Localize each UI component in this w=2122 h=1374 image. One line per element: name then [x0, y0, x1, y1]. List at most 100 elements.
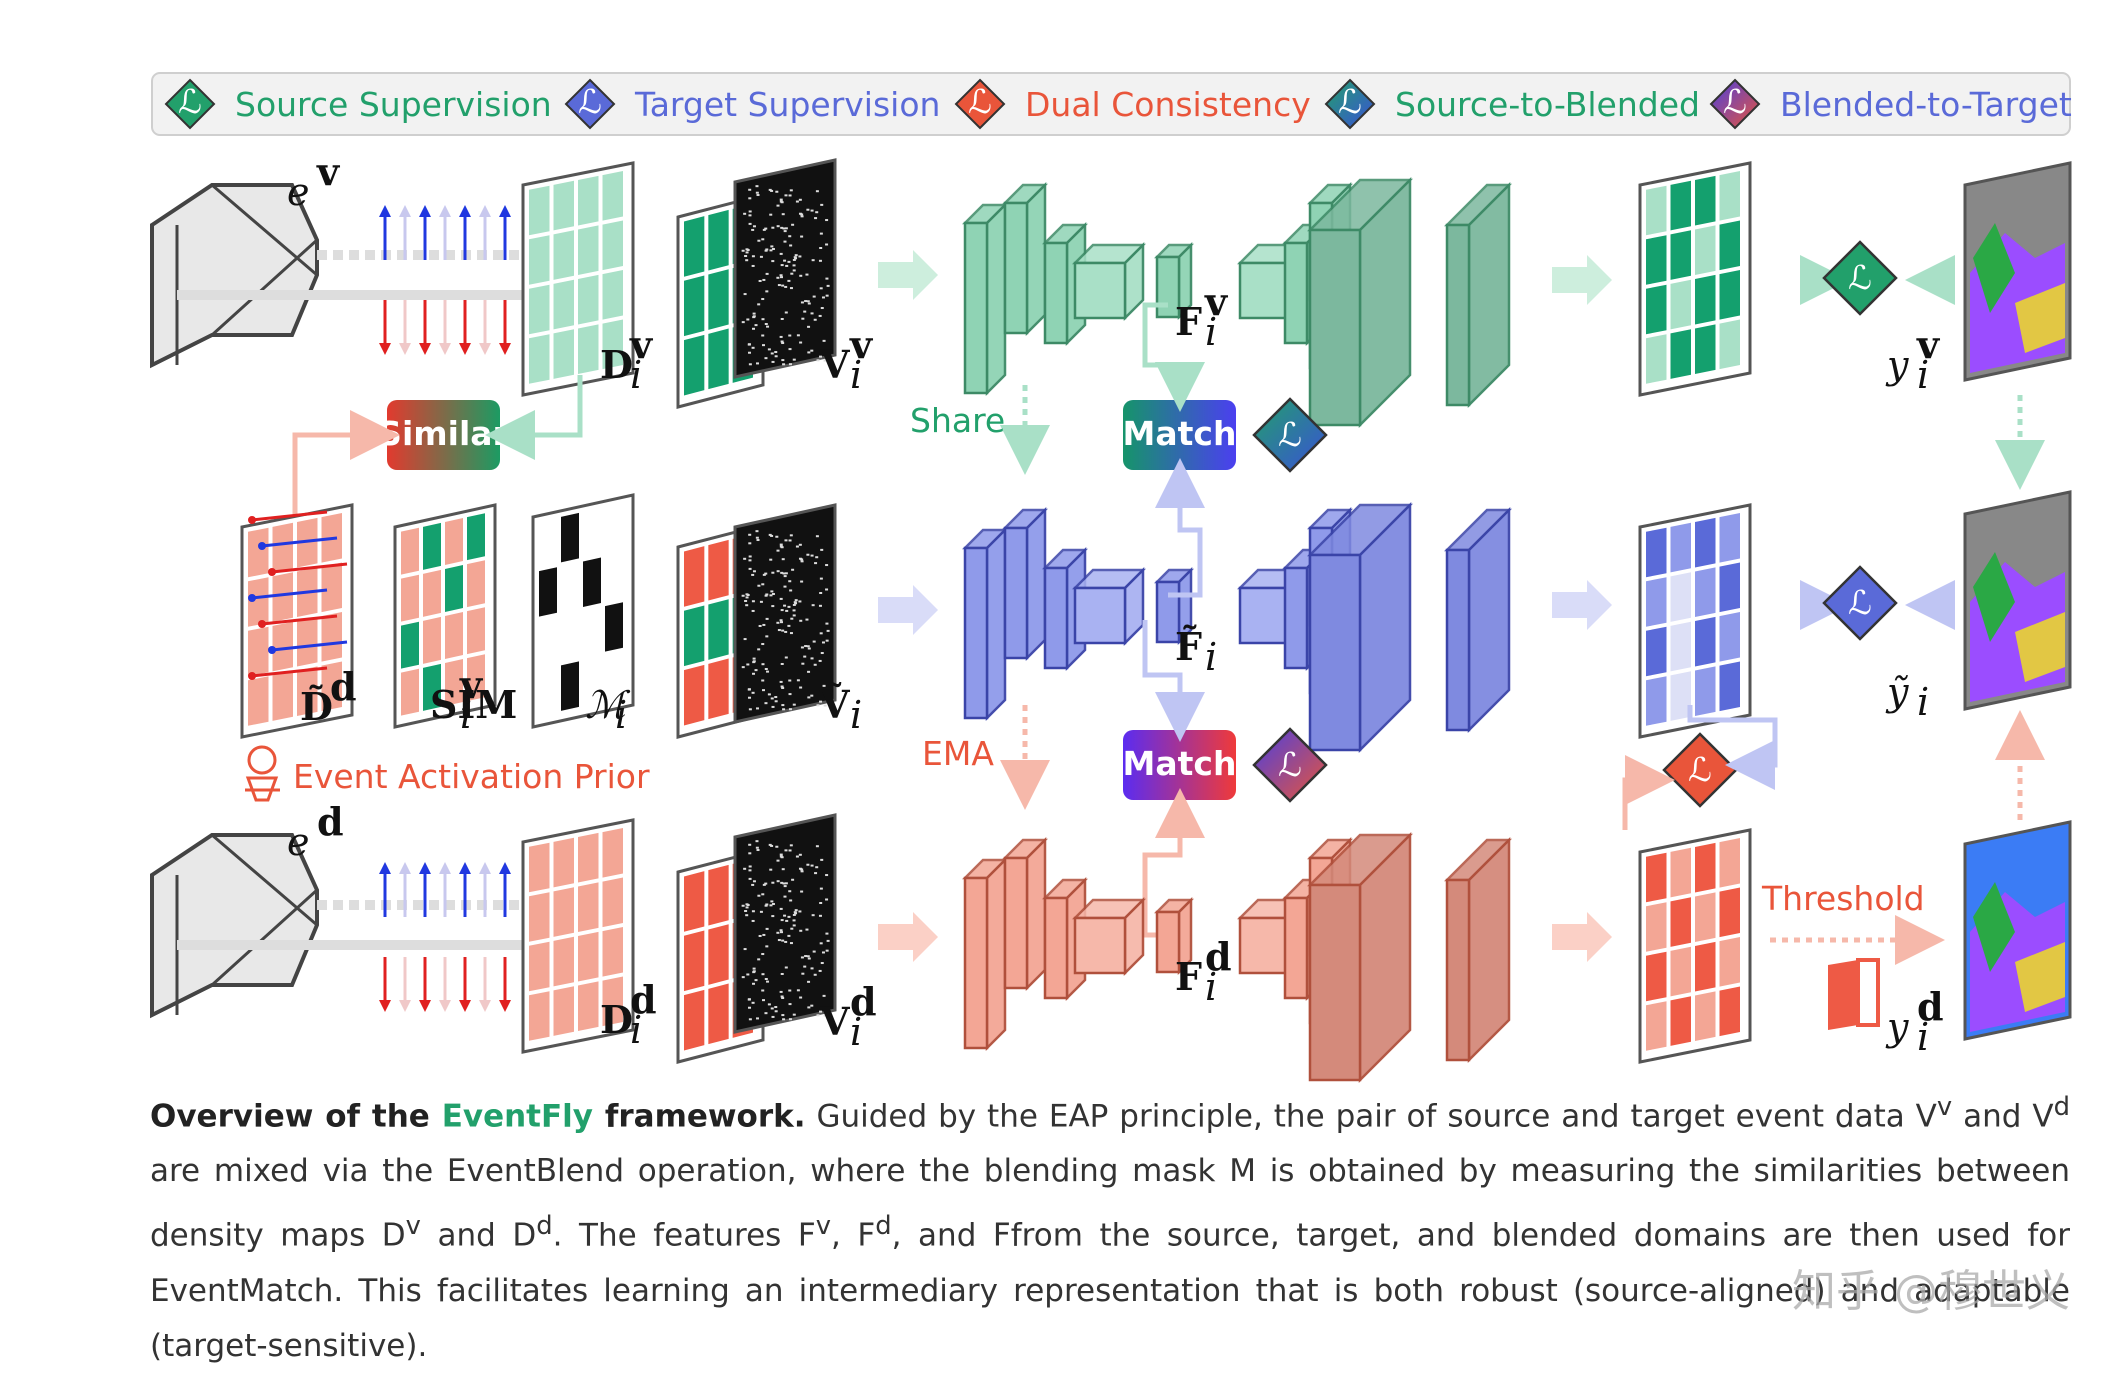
grid-cell	[467, 607, 485, 655]
event-pixel	[795, 855, 799, 858]
event-pixel	[821, 951, 825, 954]
event-pixel	[798, 198, 802, 201]
grid-cell	[272, 621, 293, 672]
prism-front	[1445, 878, 1471, 1062]
event-pixel	[764, 1012, 768, 1015]
event-pixel	[748, 214, 752, 217]
grid-cell	[529, 892, 550, 942]
event-pixel	[787, 915, 791, 918]
event-pixel	[811, 604, 815, 607]
door-frame	[1856, 958, 1880, 1027]
grid-cell	[1695, 616, 1716, 667]
target-prediction	[1638, 828, 1752, 1064]
event-pixel	[779, 619, 783, 622]
arrow-fd-to-match	[1142, 788, 1205, 938]
event-pixel	[752, 672, 756, 675]
event-pixel	[812, 640, 816, 643]
event-pixel	[748, 869, 752, 872]
event-pixel	[819, 592, 823, 595]
seg-region	[1973, 552, 2015, 642]
event-pixel	[792, 924, 796, 927]
event-pixel	[769, 558, 773, 561]
event-pixel	[796, 334, 800, 337]
event-pixel	[784, 940, 788, 943]
label-dv: Dvi	[600, 322, 654, 397]
event-pixel	[790, 927, 794, 930]
event-pixel	[784, 630, 788, 633]
grid-cell	[1670, 522, 1691, 573]
event-pixel	[764, 882, 768, 885]
event-pixel	[748, 559, 752, 562]
grid-cell	[423, 569, 441, 617]
event-pixel	[800, 646, 804, 649]
grid-cell	[1695, 666, 1716, 716]
symbol-sup: v	[1916, 322, 1941, 367]
event-pixel	[761, 238, 765, 241]
event-pixel	[774, 1006, 778, 1009]
event-pixel	[752, 657, 756, 660]
grid-cell	[1646, 527, 1667, 578]
event-pixel	[803, 965, 807, 968]
event-pixel	[755, 707, 759, 710]
grid-cell	[529, 284, 550, 335]
arrow-dpred-to-dual	[1622, 755, 1675, 830]
event-pixel	[764, 572, 768, 575]
event-pixel	[807, 647, 811, 650]
grid-cell	[272, 671, 293, 721]
event-pixel	[751, 883, 755, 886]
legend-loss-symbol: ℒ	[1338, 82, 1362, 121]
grid-cell	[1695, 324, 1716, 374]
event-pixel	[780, 685, 784, 688]
grid-cell	[423, 663, 441, 711]
event-pixel	[769, 868, 773, 871]
grid-cell	[684, 546, 705, 607]
event-pixel	[775, 190, 779, 193]
event-pixel	[748, 708, 752, 711]
loss-diamond-icon	[1662, 732, 1738, 808]
event-pixel	[782, 882, 786, 885]
pill-box	[387, 400, 500, 470]
event-pixel	[779, 543, 783, 546]
event-pixel	[788, 849, 792, 852]
grid-cell	[1670, 671, 1691, 721]
event-pixel	[806, 208, 810, 211]
event-pixel	[782, 572, 786, 575]
event-pixel	[792, 913, 796, 916]
event-pixel	[780, 881, 784, 884]
event-pixel	[781, 359, 785, 362]
event-pixel	[776, 570, 780, 573]
event-pixel	[765, 248, 769, 251]
grid-cell	[583, 607, 601, 657]
blended-encoder-2	[1001, 506, 1049, 662]
event-pixel	[816, 704, 820, 707]
event-pixel	[789, 942, 793, 945]
blended-to-target-loss: ℒ	[1252, 727, 1328, 803]
event-pixel	[825, 564, 829, 567]
event-pixel	[765, 617, 769, 620]
event-pixel	[798, 557, 802, 560]
event-pixel	[774, 696, 778, 699]
grid-cell	[1670, 897, 1691, 947]
grid-cell	[321, 661, 342, 712]
event-pixel	[806, 955, 810, 958]
target-encoder-2	[1001, 836, 1049, 992]
seg-region	[1973, 223, 2015, 313]
symbol-sup: d	[850, 979, 877, 1024]
event-pixel	[794, 254, 798, 257]
event-pixel	[764, 977, 768, 980]
event-pixel	[800, 580, 804, 583]
event-pixel	[767, 693, 771, 696]
event-frame	[733, 158, 837, 379]
loss-symbol: ℒ	[1278, 415, 1302, 454]
event-pixel	[795, 545, 799, 548]
event-pixel	[819, 632, 823, 635]
grid-cell	[684, 930, 705, 992]
blended-voxel-front	[733, 503, 837, 724]
event-pixel	[779, 929, 783, 932]
event-pixel	[825, 622, 829, 625]
grid-cell	[553, 329, 574, 379]
grid-cell	[401, 527, 419, 575]
event-pixel	[821, 296, 825, 299]
